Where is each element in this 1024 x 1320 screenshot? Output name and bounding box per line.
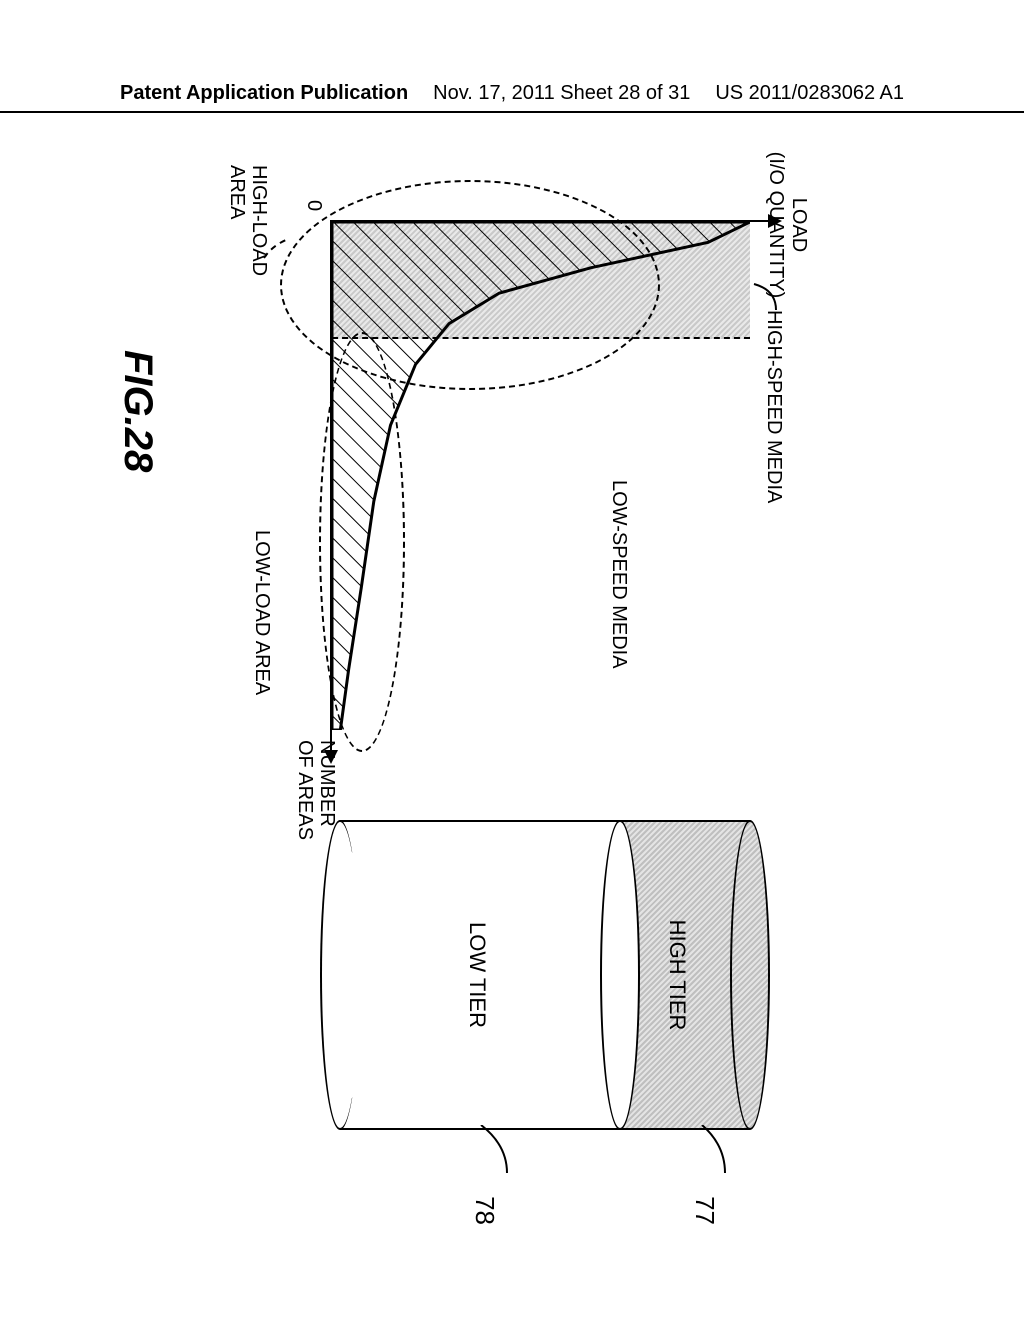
high-load-ellipse	[280, 180, 660, 390]
header-mid: Nov. 17, 2011 Sheet 28 of 31	[433, 82, 690, 105]
high-speed-media-label: HIGH-SPEED MEDIA	[762, 310, 785, 503]
cylinder-bottom	[320, 820, 360, 1130]
high-tier-label: HIGH TIER	[664, 820, 690, 1130]
origin-label: 0	[302, 200, 325, 211]
tier-divider	[600, 820, 640, 1130]
tier-cylinder: HIGH TIER LOW TIER 77 78	[320, 820, 770, 1130]
load-chart: LOAD(I/O QUANTITY) 0 NUMBEROF AREAS HIGH…	[330, 220, 750, 730]
low-load-ellipse	[319, 332, 405, 752]
low-load-label: LOW-LOAD AREA	[250, 530, 273, 695]
callout-77: 77	[689, 1196, 720, 1225]
header-left: Patent Application Publication	[120, 82, 408, 105]
callout-78: 78	[469, 1196, 500, 1225]
low-tier-label: LOW TIER	[464, 820, 490, 1130]
low-speed-media-label: LOW-SPEED MEDIA	[607, 480, 630, 669]
callout-78-lead-icon	[475, 1125, 515, 1185]
callout-77-lead-icon	[690, 1125, 730, 1185]
patent-header: Patent Application Publication Nov. 17, …	[0, 82, 1024, 113]
high-load-lead-icon	[258, 230, 288, 270]
hs-media-lead-icon	[742, 280, 782, 320]
cylinder-top	[730, 820, 770, 1130]
figure-canvas: LOAD(I/O QUANTITY) 0 NUMBEROF AREAS HIGH…	[140, 180, 900, 1240]
header-right: US 2011/0283062 A1	[715, 82, 904, 105]
